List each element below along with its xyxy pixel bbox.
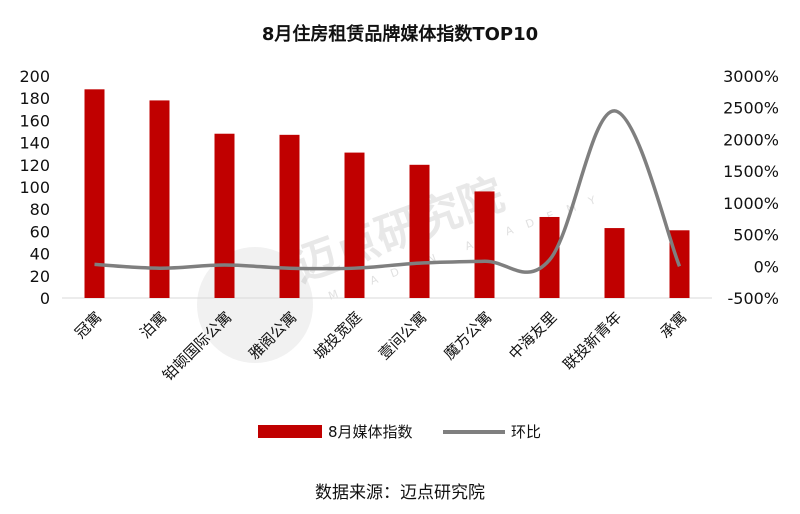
- right-y-axis: -500% 0% 500% 1000% 1500% 2000% 2500% 3000%: [723, 67, 779, 308]
- legend-label-line: 环比: [511, 423, 541, 441]
- left-y-tick-label: 180: [19, 89, 50, 108]
- x-category-label: 魔方公寓: [440, 308, 495, 363]
- legend: 8月媒体指数 环比: [258, 423, 541, 441]
- bar: [84, 89, 105, 298]
- legend-label-bar: 8月媒体指数: [328, 423, 413, 441]
- bar: [604, 228, 625, 298]
- x-category-label: 中海友里: [505, 308, 560, 363]
- left-y-tick-label: 0: [40, 289, 50, 308]
- x-category-label: 城投宽庭: [310, 308, 365, 363]
- x-category-label: 泊寓: [136, 308, 170, 342]
- x-category-label: 联投新青年: [560, 308, 626, 374]
- left-y-tick-label: 140: [19, 134, 50, 153]
- bar-series: [84, 89, 690, 298]
- left-y-tick-label: 160: [19, 111, 50, 130]
- right-y-tick-label: 3000%: [723, 67, 779, 86]
- right-y-tick-label: 1500%: [723, 162, 779, 181]
- bar: [279, 134, 300, 298]
- left-y-tick-label: 100: [19, 178, 50, 197]
- left-y-axis: 0 20 40 60 80 100 120 140 160 180 200: [19, 67, 50, 308]
- right-y-tick-label: 2500%: [723, 99, 779, 118]
- bar: [474, 191, 495, 298]
- source-note: 数据来源：迈点研究院: [315, 483, 485, 503]
- right-y-tick-label: 0%: [754, 257, 779, 276]
- legend-swatch-bar: [258, 425, 322, 438]
- right-y-tick-label: -500%: [727, 289, 779, 308]
- left-y-tick-label: 200: [19, 67, 50, 86]
- chart-title: 8月住房租赁品牌媒体指数TOP10: [262, 23, 538, 45]
- bar: [344, 152, 365, 298]
- x-category-label: 承寓: [656, 308, 690, 342]
- x-category-label: 冠寓: [71, 308, 105, 342]
- left-y-tick-label: 120: [19, 156, 50, 175]
- left-y-tick-label: 60: [30, 222, 50, 241]
- x-category-label: 壹间公寓: [375, 308, 430, 363]
- left-y-tick-label: 20: [30, 267, 50, 286]
- right-y-tick-label: 2000%: [723, 130, 779, 149]
- line-series-huanbi: [94, 109, 682, 274]
- bar: [214, 133, 235, 298]
- bar: [409, 164, 430, 298]
- right-y-tick-label: 500%: [733, 226, 779, 245]
- left-y-tick-label: 40: [30, 245, 50, 264]
- left-y-tick-label: 80: [30, 200, 50, 219]
- bar: [149, 100, 170, 298]
- right-y-tick-label: 1000%: [723, 194, 779, 213]
